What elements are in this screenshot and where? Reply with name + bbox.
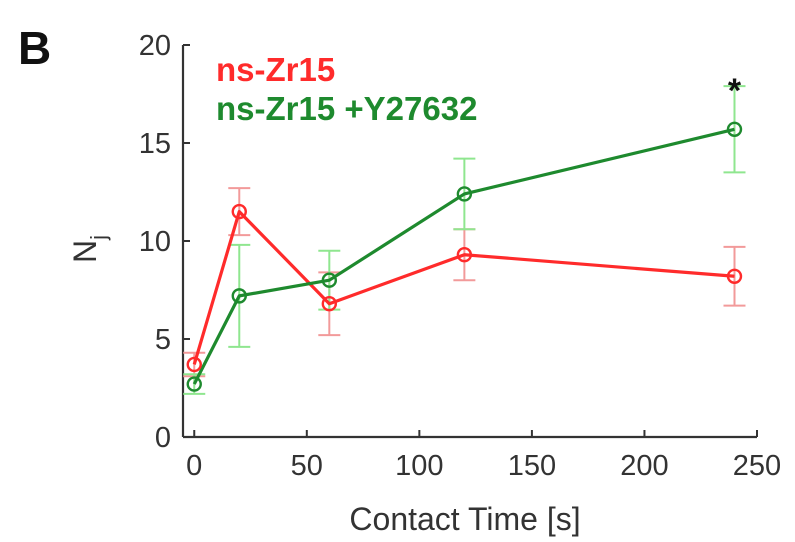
- data-point: [456, 247, 473, 263]
- legend-entry-0: ns-Zr15: [216, 51, 335, 88]
- y-axis-title: Nj: [67, 235, 111, 263]
- x-tick-label: 250: [733, 450, 781, 482]
- data-point: [186, 376, 202, 392]
- data-point: [231, 203, 247, 220]
- x-tick-label: 150: [508, 450, 556, 482]
- data-point: [231, 288, 247, 304]
- data-point: [726, 268, 743, 284]
- x-tick-label: 0: [186, 450, 202, 482]
- x-tick-label: 50: [291, 450, 323, 482]
- series-lines: [192, 127, 735, 385]
- y-tick-label: 15: [139, 128, 171, 160]
- y-tick-label: 0: [155, 422, 171, 454]
- significance-marker: *: [728, 72, 742, 110]
- series-line-0: [192, 210, 735, 365]
- x-tick-label: 200: [620, 450, 668, 482]
- panel-label: B: [18, 22, 51, 74]
- y-tick-label: 10: [139, 226, 171, 258]
- data-points: [186, 121, 743, 392]
- data-point: [726, 121, 743, 137]
- legend-entry-1: ns-Zr15 +Y27632: [216, 90, 477, 127]
- data-point: [186, 356, 202, 373]
- x-tick-label: 100: [395, 450, 443, 482]
- y-tick-label: 5: [155, 324, 171, 356]
- data-point: [456, 186, 473, 202]
- y-axis-title-subscript: j: [86, 235, 111, 241]
- data-point: [321, 272, 338, 288]
- axes: 0 50 100 150 200 250 0 5 10 15 20: [139, 30, 781, 482]
- x-axis-title: Contact Time [s]: [349, 501, 580, 537]
- axis-titles: Contact Time [s] Nj: [67, 235, 581, 537]
- y-tick-label: 20: [139, 30, 171, 62]
- series-line-1: [192, 127, 735, 385]
- data-point: [321, 296, 338, 312]
- y-axis-title-main: N: [67, 240, 103, 263]
- annotations: *: [728, 72, 742, 110]
